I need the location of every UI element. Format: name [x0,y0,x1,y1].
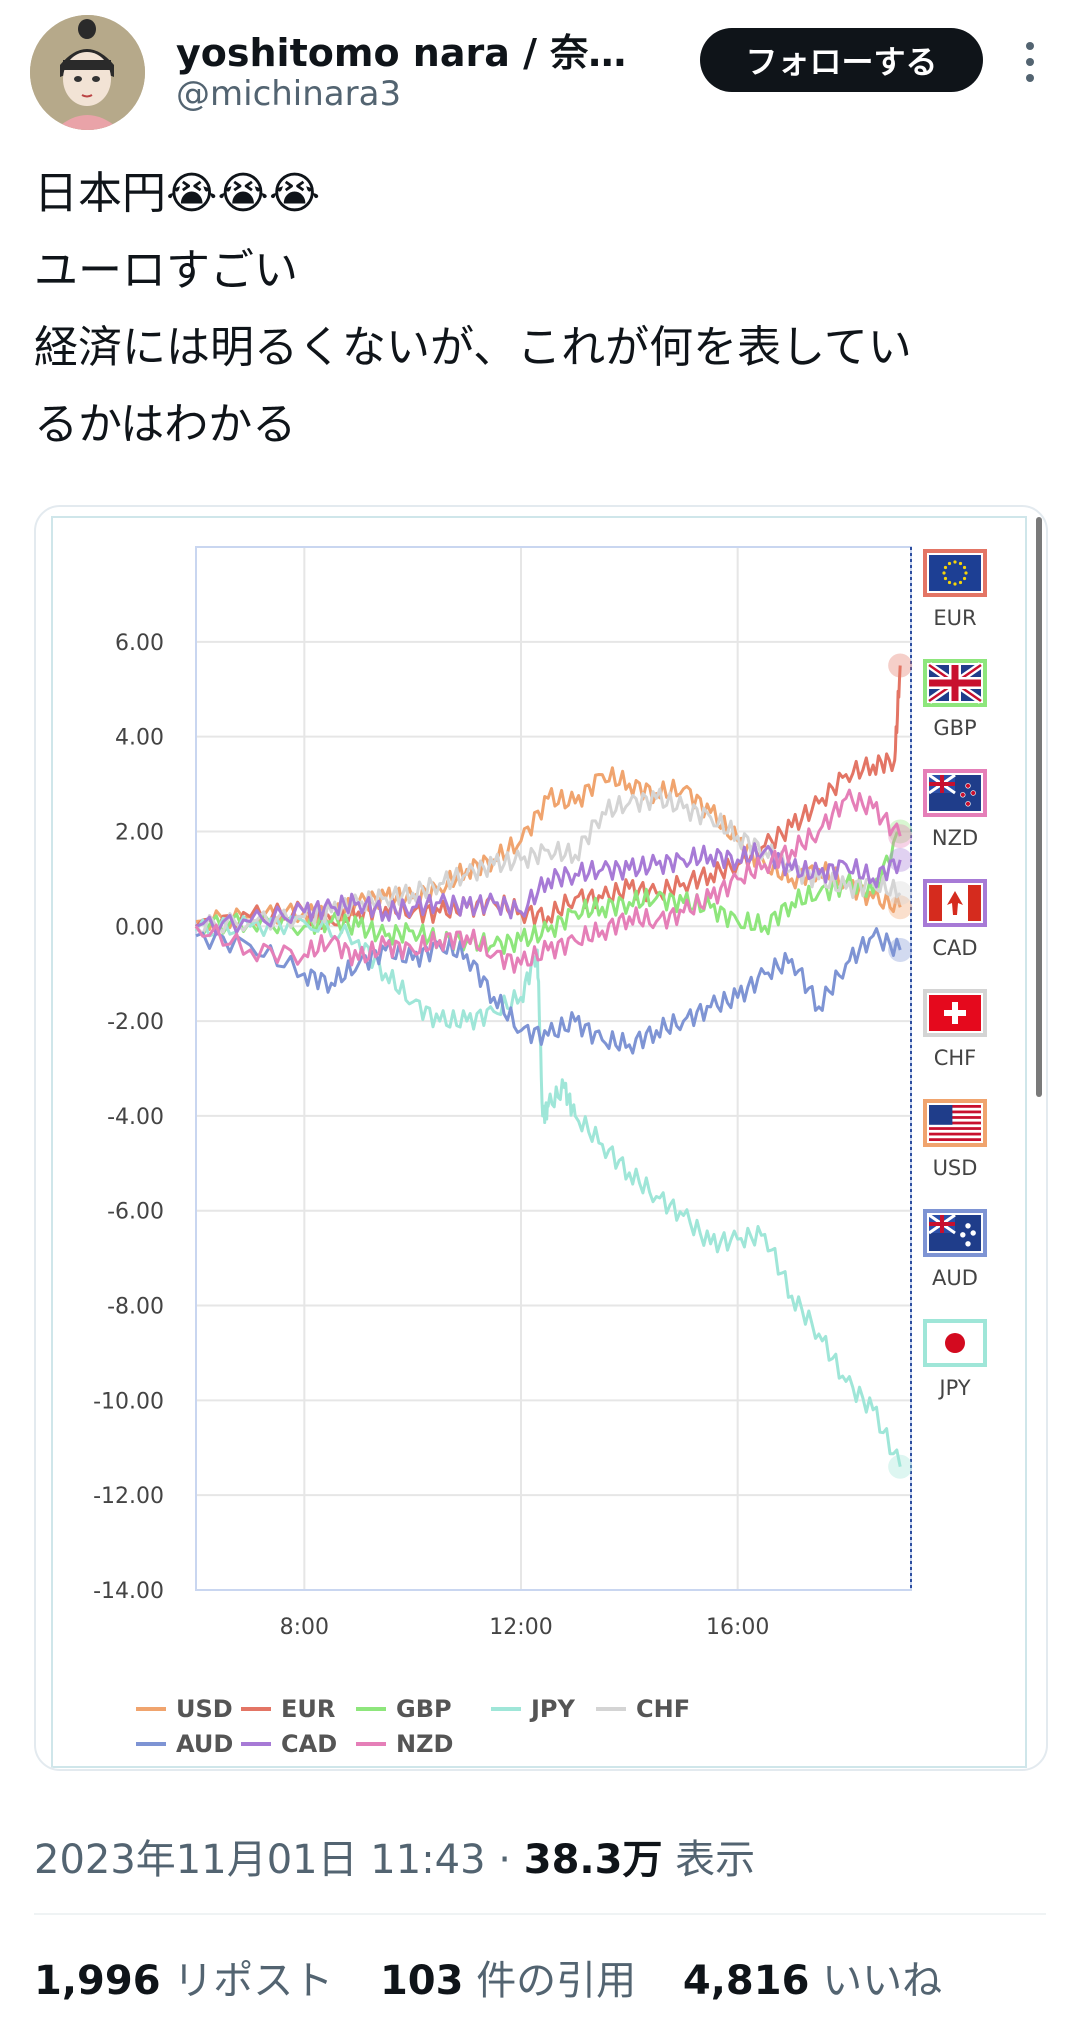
flag-label-aud: AUD [932,1266,978,1290]
tweet-line: 日本円😭😭😭 [34,168,321,219]
legend-label-chf: CHF [636,1695,690,1723]
chart-frame [51,516,1027,1768]
repost-count: 1,996 [34,1958,161,2004]
series-line-nzd [194,788,902,974]
series-endpoint-chf [888,881,913,906]
flag-label-chf: CHF [934,1046,977,1070]
y-tick-label: -2.00 [107,1010,164,1035]
legend-label-cad: CAD [281,1730,337,1758]
series-endpoint-nzd [888,824,913,849]
legend-label-gbp: GBP [396,1695,452,1723]
gbp-flag-icon [927,662,983,704]
y-tick-label: -10.00 [93,1389,164,1414]
quote-label: 件の引用 [476,1958,637,2004]
more-options-icon[interactable] [1010,40,1050,84]
y-tick-label: -12.00 [93,1484,164,1509]
legend-label-aud: AUD [176,1730,233,1758]
quote-count: 103 [379,1958,464,2004]
view-label: 表示 [675,1837,756,1883]
flag-frame [923,659,987,707]
flag-label-usd: USD [933,1156,978,1180]
flag-frame [923,1319,987,1367]
series-line-eur [194,665,902,935]
series-endpoint-usd [888,895,913,920]
series-line-cad [195,842,902,936]
x-tick-label: 8:00 [280,1615,329,1640]
aud-flag-icon [928,1213,981,1251]
meta-separator: · [485,1837,524,1883]
chf-flag-icon [929,995,981,1031]
flag-label-nzd: NZD [932,826,978,850]
flag-frame [923,1099,987,1147]
currency-chart: 6.00 4.00 2.00 0.00 -2.00 -4.00 -6.00 -8.00 -10.… [51,516,1042,1768]
reposts-stat[interactable]: 1,996 リポスト [34,1958,333,2004]
flag-label-gbp: GBP [933,716,976,740]
quotes-stat[interactable]: 103 件の引用 [380,1958,636,2004]
legend-label-jpy: JPY [529,1695,576,1723]
view-count: 38.3万 [523,1837,663,1883]
like-label: いいね [822,1958,943,2004]
tweet-text: 日本円😭😭😭 ユーロすごい 経済には明るくないが、これが何を表してい るかはわか… [34,155,1044,463]
cad-flag-icon [929,885,981,921]
author-name[interactable]: yoshitomo nara / 奈良… [176,31,646,75]
tweet-line: るかはわかる [34,399,297,450]
y-tick-label: 0.00 [115,915,164,940]
tweet-line: ユーロすごい [34,245,298,296]
like-count: 4,816 [682,1958,810,2004]
y-tick-label: 4.00 [115,726,164,751]
series-endpoint-aud [888,937,913,962]
jpy-flag-icon [929,1325,981,1361]
likes-stat[interactable]: 4,816 いいね [683,1958,942,2004]
flag-frame [923,989,987,1037]
y-tick-label: -14.00 [93,1579,164,1604]
legend-label-nzd: NZD [396,1730,453,1758]
y-tick-label: -8.00 [107,1295,164,1320]
flag-label-cad: CAD [932,936,977,960]
series-endpoint-jpy [888,1454,913,1479]
series-line-aud [195,927,902,1055]
flag-frame [923,769,987,817]
x-tick-label: 12:00 [489,1615,552,1640]
series-line-gbp [194,830,901,955]
flag-frame [923,879,987,927]
y-tick-label: 2.00 [115,820,164,845]
legend-label-eur: EUR [281,1695,335,1723]
legend-label-usd: USD [176,1695,233,1723]
chart-scrollbar [1036,517,1042,1097]
follow-button[interactable]: フォローする [700,28,983,92]
series-endpoint-cad [888,847,913,872]
usd-flag-icon [929,1105,981,1141]
timestamp[interactable]: 2023年11月01日 11:43 [34,1837,486,1883]
avatar[interactable] [30,15,145,130]
nzd-flag-icon [928,773,981,811]
x-tick-label: 16:00 [706,1615,769,1640]
series-endpoint-eur [888,653,913,678]
tweet-meta: 2023年11月01日 11:43 · 38.3万 表示 [34,1827,755,1885]
divider [34,1913,1046,1915]
y-tick-label: -6.00 [107,1200,164,1225]
flag-frame [923,1209,987,1257]
repost-label: リポスト [173,1958,334,2004]
series-line-jpy [194,915,902,1467]
flag-label-eur: EUR [933,606,976,630]
media-image[interactable]: 6.00 4.00 2.00 0.00 -2.00 -4.00 -6.00 -8.00 -10.… [34,505,1048,1771]
y-tick-label: 6.00 [115,631,164,656]
flag-frame [923,549,987,597]
tweet-line: 経済には明るくないが、これが何を表してい [34,322,912,373]
y-tick-label: -4.00 [107,1105,164,1130]
engagement-stats: 1,996 リポスト 103 件の引用 4,816 いいね [34,1948,976,2006]
author-handle[interactable]: @michinara3 [176,74,402,114]
flag-label-jpy: JPY [937,1376,970,1400]
eur-flag-icon [929,555,981,591]
tweet-header: yoshitomo nara / 奈良… @michinara3 フォローする [0,0,1080,140]
plot-area [195,546,912,1591]
